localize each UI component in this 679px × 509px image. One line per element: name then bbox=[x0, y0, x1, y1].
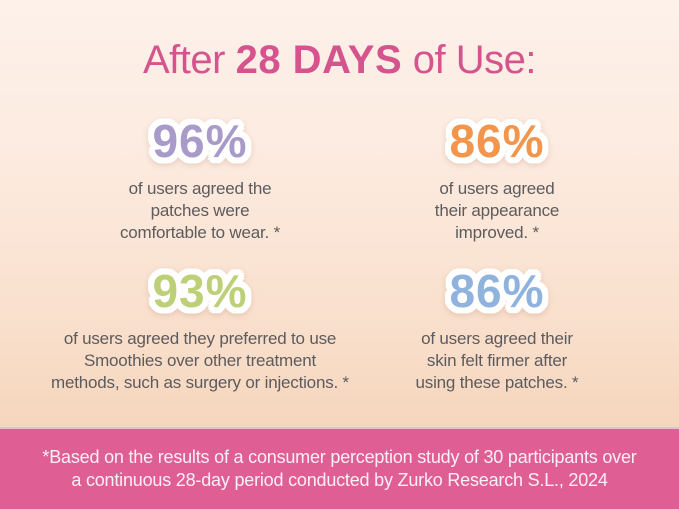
stat-firmness-description: of users agreed their skin felt firmer a… bbox=[372, 328, 622, 394]
stat-firmness-value: 86% bbox=[449, 265, 545, 317]
stat-preference-description: of users agreed they preferred to use Sm… bbox=[10, 328, 390, 394]
stat-line: their appearance bbox=[434, 200, 560, 220]
stat-line: methods, such as surgery or injections. … bbox=[51, 372, 349, 392]
stat-preference: 93% of users agreed they preferred to us… bbox=[10, 266, 390, 394]
stat-comfort-value: 96% bbox=[152, 115, 248, 167]
title-highlight: 28 DAYS bbox=[235, 38, 403, 82]
stat-firmness: 86% of users agreed their skin felt firm… bbox=[372, 266, 622, 394]
stat-appearance-value: 86% bbox=[449, 115, 545, 167]
stat-line: improved. * bbox=[455, 222, 539, 242]
stat-line: of users agreed the bbox=[128, 178, 272, 198]
stat-preference-value: 93% bbox=[152, 265, 248, 317]
stat-line: skin felt firmer after bbox=[426, 350, 568, 370]
stat-line: Smoothies over other treatment bbox=[83, 350, 317, 370]
stat-appearance: 86% of users agreed their appearance imp… bbox=[372, 116, 622, 244]
stat-line: patches were bbox=[150, 200, 250, 220]
stat-comfort-description: of users agreed the patches were comfort… bbox=[30, 178, 370, 244]
stat-line: of users agreed bbox=[439, 178, 555, 198]
title-prefix: After bbox=[142, 38, 236, 82]
title-suffix: of Use: bbox=[402, 38, 537, 82]
stat-line: using these patches. * bbox=[415, 372, 579, 392]
disclaimer-line: *Based on the results of a consumer perc… bbox=[42, 447, 637, 467]
page-title: After 28 DAYS of Use: bbox=[0, 38, 679, 83]
stat-appearance-description: of users agreed their appearance improve… bbox=[372, 178, 622, 244]
stat-comfort: 96% of users agreed the patches were com… bbox=[30, 116, 370, 244]
disclaimer-line: a continuous 28-day period conducted by … bbox=[71, 470, 608, 490]
stat-line: of users agreed their bbox=[421, 328, 573, 348]
disclaimer-bar: *Based on the results of a consumer perc… bbox=[0, 427, 679, 509]
stat-line: of users agreed they preferred to use bbox=[63, 328, 337, 348]
stat-line: comfortable to wear. * bbox=[119, 222, 280, 242]
